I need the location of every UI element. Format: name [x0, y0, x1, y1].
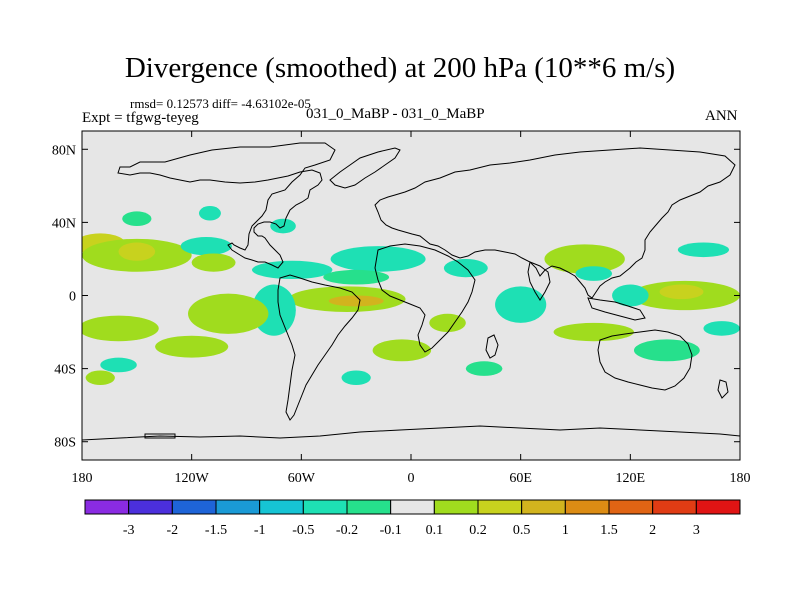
case-comparison-label: 031_0_MaBP - 031_0_MaBP [306, 106, 485, 122]
divergence-region-12 [82, 315, 159, 342]
continent-outline-greenland [329, 147, 401, 189]
colorbar-swatch-13 [652, 499, 697, 515]
colorbar-swatch-14 [695, 499, 741, 515]
continent-outline-antarctic-island [144, 433, 176, 439]
colorbar-label-3: -1 [254, 523, 266, 538]
colorbar-label-9: 0.5 [513, 523, 531, 538]
colorbar-label-8: 0.2 [469, 523, 487, 538]
divergence-region-2 [118, 242, 156, 261]
continent-outline-new-zealand [717, 379, 729, 399]
colorbar-swatch-12 [608, 499, 654, 515]
season-label: ANN [705, 108, 738, 124]
colorbar-swatch-9 [477, 499, 523, 515]
colorbar-swatch-8 [433, 499, 479, 515]
divergence-region-19 [495, 286, 547, 323]
x-tick-label-0: 180 [72, 471, 93, 486]
divergence-region-18 [429, 313, 466, 333]
continent-outline-south-america [277, 274, 361, 421]
colorbar-label-10: 1 [562, 523, 569, 538]
colorbar-label-11: 1.5 [600, 523, 618, 538]
colorbar-swatch-11 [564, 499, 610, 515]
continent-outline-north-america [117, 142, 336, 269]
rmsd-diff-stats: rmsd= 0.12573 diff= -4.63102e-05 [130, 96, 311, 111]
colorbar-swatch-3 [215, 499, 261, 515]
colorbar-label-6: -0.1 [380, 523, 402, 538]
colorbar-swatch-10 [521, 499, 566, 515]
divergence-region-5 [251, 260, 333, 280]
divergence-region-26 [633, 339, 700, 362]
colorbar-label-12: 2 [649, 523, 656, 538]
colorbar-swatch-6 [346, 499, 392, 515]
colorbar-label-5: -0.2 [336, 523, 358, 538]
divergence-region-33 [703, 321, 740, 336]
x-tick-label-3: 0 [408, 471, 415, 486]
divergence-region-23 [659, 284, 704, 300]
y-tick-label-4: 80S [54, 436, 76, 451]
divergence-region-15 [100, 357, 137, 373]
colorbar-label-2: -1.5 [205, 523, 227, 538]
colorbar-swatch-1 [128, 499, 173, 515]
colorbar-label-0: -3 [123, 523, 135, 538]
divergence-region-11 [188, 293, 269, 334]
continent-outline-eurasia [374, 147, 736, 299]
divergence-region-24 [612, 284, 649, 307]
divergence-region-29 [198, 205, 221, 221]
divergence-region-13 [155, 335, 229, 358]
experiment-label: Expt = tfgwg-teyeg [82, 110, 199, 126]
continent-outline-antarctica [82, 425, 740, 441]
divergence-region-4 [191, 253, 236, 272]
continent-outline-africa [374, 243, 476, 353]
x-tick-label-6: 180 [730, 471, 751, 486]
colorbar-label-13: 3 [693, 523, 700, 538]
colorbar-swatch-5 [302, 499, 348, 515]
divergence-region-9 [328, 295, 384, 307]
y-tick-label-1: 40N [52, 216, 76, 231]
x-tick-label-4: 60E [509, 471, 532, 486]
chart-title: Divergence (smoothed) at 200 hPa (10**6 … [124, 52, 676, 84]
divergence-region-27 [465, 361, 503, 376]
colorbar-label-4: -0.5 [292, 523, 314, 538]
continent-outline-india [527, 261, 551, 301]
x-tick-label-2: 60W [288, 471, 316, 486]
divergence-region-6 [330, 246, 426, 272]
divergence-region-20 [544, 244, 625, 274]
continent-outline-madagascar [485, 334, 499, 359]
y-tick-label-0: 80N [52, 143, 76, 158]
divergence-region-7 [323, 269, 390, 285]
divergence-region-17 [341, 370, 371, 386]
divergence-region-25 [553, 322, 634, 342]
y-tick-label-3: 40S [54, 363, 76, 378]
colorbar-swatch-4 [259, 499, 304, 515]
continent-outline-maritime-continent [587, 297, 646, 321]
colorbar-swatch-7 [390, 499, 435, 515]
divergence-region-31 [122, 211, 152, 227]
colorbar-label-7: 0.1 [426, 523, 444, 538]
x-tick-label-1: 120W [175, 471, 210, 486]
divergence-region-32 [677, 242, 730, 258]
x-tick-label-5: 120E [616, 471, 646, 486]
y-tick-label-2: 0 [69, 290, 76, 305]
colorbar-swatch-2 [171, 499, 217, 515]
divergence-region-3 [180, 237, 232, 256]
continent-outline-australia [597, 329, 693, 391]
colorbar-swatch-0 [84, 499, 130, 515]
colorbar-label-1: -2 [166, 523, 178, 538]
divergence-region-21 [575, 266, 613, 281]
divergence-region-16 [372, 339, 432, 362]
divergence-region-14 [85, 370, 115, 386]
